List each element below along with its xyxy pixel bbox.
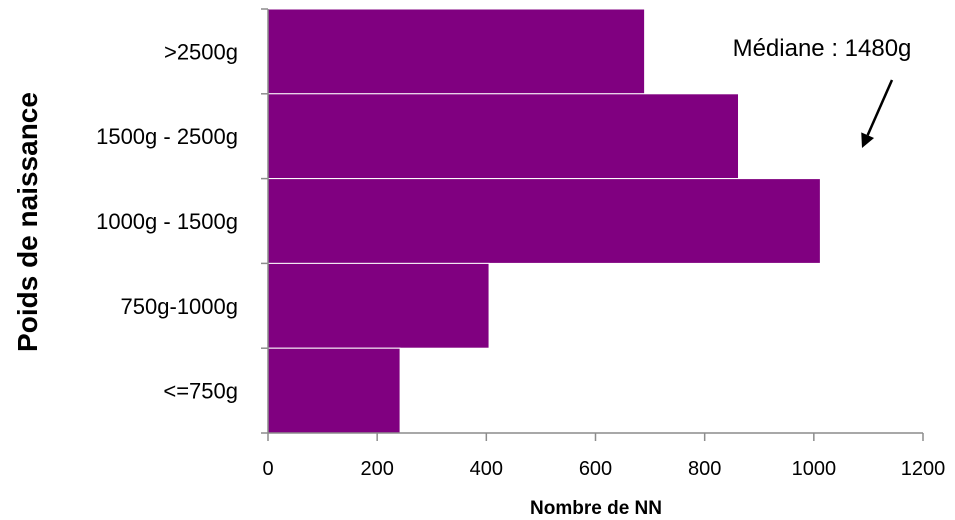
y-axis-title: Poids de naissance [12, 92, 43, 352]
y-tick-label: 750g-1000g [121, 294, 238, 319]
median-annotation: Médiane : 1480g [733, 35, 912, 148]
median-arrowhead [861, 132, 875, 148]
y-tick-label: <=750g [163, 379, 238, 404]
bars-group [267, 8, 821, 434]
y-ticks-group: >2500g 1500g - 2500g 1000g - 1500g 750g-100… [96, 8, 268, 434]
bar [267, 8, 646, 95]
x-ticks-group: 0 200 400 600 800 1000 1200 [262, 433, 945, 480]
bar [267, 178, 821, 264]
x-tick-label: 400 [470, 458, 503, 480]
y-tick-label: 1000g - 1500g [96, 209, 238, 234]
x-tick-label: 800 [688, 458, 721, 480]
x-tick-label: 1000 [792, 458, 837, 480]
x-tick-label: 1200 [901, 458, 946, 480]
median-annotation-text: Médiane : 1480g [733, 35, 912, 62]
bar [267, 262, 490, 349]
x-tick-label: 0 [262, 458, 273, 480]
y-tick-label: >2500g [164, 39, 238, 64]
median-arrow [866, 79, 894, 136]
x-tick-label: 600 [579, 458, 612, 480]
x-axis-title: Nombre de NN [530, 498, 662, 519]
y-tick-label: 1500g - 2500g [96, 124, 238, 149]
bar [267, 347, 401, 434]
x-tick-label: 200 [360, 458, 393, 480]
bar [267, 93, 740, 180]
